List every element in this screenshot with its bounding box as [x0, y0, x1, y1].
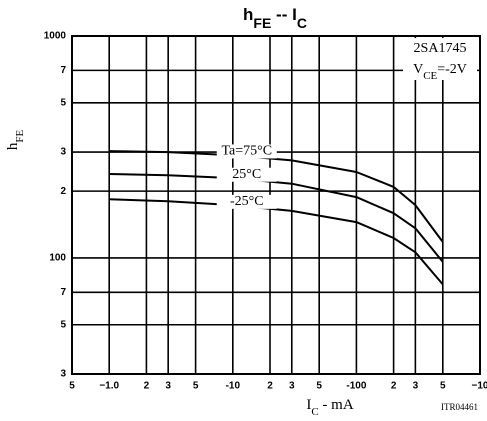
chart-title-part: I	[292, 5, 297, 24]
annotation-part: =-2V	[437, 62, 467, 77]
annotation: 2SA1745	[414, 41, 467, 56]
y-tick-label: 7	[60, 65, 66, 76]
curve-label-bg	[216, 194, 277, 209]
x-tick-label: -100	[346, 381, 366, 392]
figure-id: ITR04461	[441, 402, 478, 412]
x-tick-label: −10	[472, 381, 487, 392]
curve	[109, 198, 444, 286]
x-tick-label: 3	[289, 381, 295, 392]
annotation: VCE=-2V	[413, 62, 467, 81]
curve-label: -25°C	[230, 194, 264, 209]
x-axis-label: IC - mA	[306, 397, 354, 417]
annotation-part: CE	[423, 70, 437, 82]
chart-title: hFE -- IC	[243, 5, 307, 30]
x-tick-label: 5	[69, 381, 75, 392]
annotation-part: V	[413, 62, 423, 77]
x-tick-label: 5	[316, 381, 322, 392]
curve-label: 25°C	[232, 167, 261, 182]
y-tick-label: 5	[60, 97, 66, 108]
y-tick-label: 5	[60, 319, 66, 330]
x-tick-label: 3	[413, 381, 419, 392]
x-tick-label: 2	[267, 381, 273, 392]
curve-label: Ta=75°C	[221, 144, 272, 159]
curve-label-bg	[216, 167, 277, 182]
x-tick-label: 5	[193, 381, 199, 392]
y-axis-label-part: h	[5, 142, 21, 150]
x-axis-label-part: - mA	[319, 397, 354, 413]
annotation-box	[403, 38, 477, 80]
chart-title-part: --	[271, 5, 292, 24]
y-tick-label: 3	[60, 369, 66, 380]
y-axis-label-part: FE	[14, 130, 26, 143]
x-axis-label-part: I	[306, 397, 311, 413]
x-tick-label: 2	[144, 381, 150, 392]
chart-title-part: C	[297, 15, 307, 31]
chart-title-part: h	[243, 5, 253, 24]
x-tick-label: 3	[165, 381, 171, 392]
y-tick-label: 2	[60, 186, 66, 197]
y-tick-label: 100	[49, 253, 66, 264]
plot-frame	[71, 35, 481, 375]
x-axis-label-part: C	[311, 406, 318, 418]
curve	[109, 173, 444, 263]
y-axis-label: hFE	[5, 130, 25, 151]
x-tick-label: 5	[440, 381, 446, 392]
y-tick-label: 7	[60, 287, 66, 298]
y-tick-label: 3	[60, 147, 66, 158]
x-tick-label: 2	[391, 381, 397, 392]
curve-label-bg	[216, 144, 277, 159]
chart-title-part: FE	[253, 15, 271, 31]
curve	[109, 150, 444, 243]
annotation-part: 2SA1745	[414, 41, 467, 56]
x-tick-label: −1.0	[99, 381, 119, 392]
y-tick-label: 1000	[44, 31, 67, 42]
x-tick-label: -10	[226, 381, 241, 392]
